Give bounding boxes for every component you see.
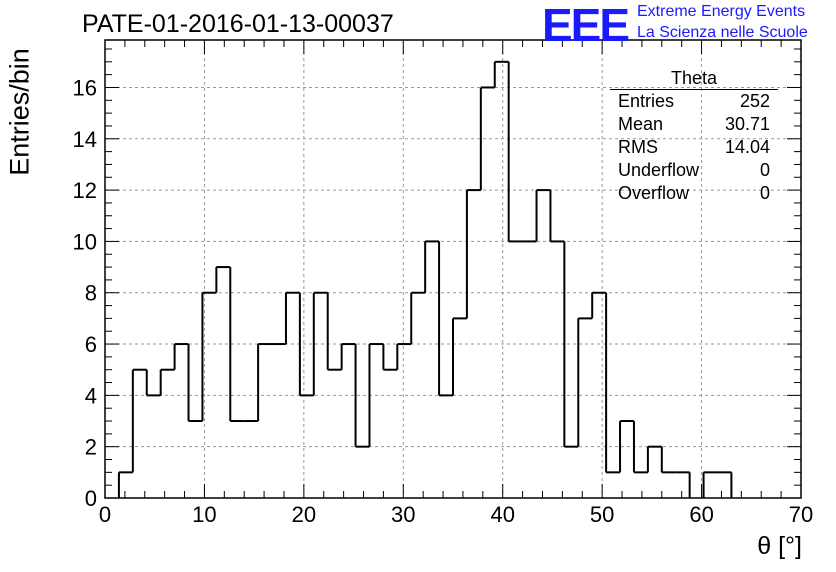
stats-row: RMS 14.04 bbox=[610, 136, 778, 159]
y-axis-label: Entries/bin bbox=[4, 48, 35, 176]
stats-row: Entries 252 bbox=[610, 90, 778, 113]
stats-value: 0 bbox=[759, 160, 770, 180]
y-tick-label: 8 bbox=[85, 281, 97, 306]
stats-row: Mean 30.71 bbox=[610, 113, 778, 136]
chart-title: PATE-01-2016-01-13-00037 bbox=[82, 10, 394, 38]
x-tick-label: 50 bbox=[590, 502, 614, 527]
y-tick-label: 4 bbox=[85, 383, 97, 408]
stats-value: 0 bbox=[759, 183, 770, 203]
stats-title: Theta bbox=[610, 68, 778, 90]
stats-value: 14.04 bbox=[724, 137, 770, 157]
tick-labels: 0 10 20 30 40 50 60 70 0 2 4 6 8 10 12 14 16 bbox=[73, 75, 814, 527]
histogram-bars bbox=[117, 60, 733, 498]
x-tick-label: 10 bbox=[192, 502, 216, 527]
y-tick-label: 12 bbox=[73, 178, 97, 203]
x-tick-label: 60 bbox=[689, 502, 713, 527]
x-tick-label: 30 bbox=[391, 502, 415, 527]
logo-line-2: La Scienza nelle Scuole bbox=[637, 24, 808, 41]
stats-value: 252 bbox=[739, 91, 770, 111]
axis-ticks bbox=[104, 40, 802, 499]
y-tick-label: 14 bbox=[73, 127, 97, 152]
stats-label: Underflow bbox=[618, 160, 700, 180]
y-tick-label: 0 bbox=[85, 486, 97, 511]
x-tick-label: 0 bbox=[99, 502, 111, 527]
stats-label: Overflow bbox=[618, 183, 690, 203]
stats-row: Underflow 0 bbox=[610, 159, 778, 182]
stats-label: Entries bbox=[618, 91, 675, 111]
logo-line-1: Extreme Energy Events bbox=[637, 3, 806, 20]
stats-label: RMS bbox=[618, 137, 658, 157]
stats-box: Theta Entries 252 Mean 30.71 RMS 14.04 Unde… bbox=[610, 68, 778, 205]
y-tick-label: 16 bbox=[73, 75, 97, 100]
y-tick-label: 2 bbox=[85, 435, 97, 460]
x-tick-label: 70 bbox=[789, 502, 813, 527]
stats-value: 30.71 bbox=[724, 114, 770, 134]
plot-frame bbox=[104, 39, 802, 499]
y-tick-label: 10 bbox=[73, 229, 97, 254]
eee-logo: EEE bbox=[542, 0, 630, 51]
x-tick-label: 20 bbox=[292, 502, 316, 527]
x-tick-label: 40 bbox=[490, 502, 514, 527]
x-axis-label: θ [°] bbox=[757, 532, 802, 560]
stats-label: Mean bbox=[618, 114, 664, 134]
y-tick-label: 6 bbox=[85, 332, 97, 357]
stats-row: Overflow 0 bbox=[610, 182, 778, 205]
